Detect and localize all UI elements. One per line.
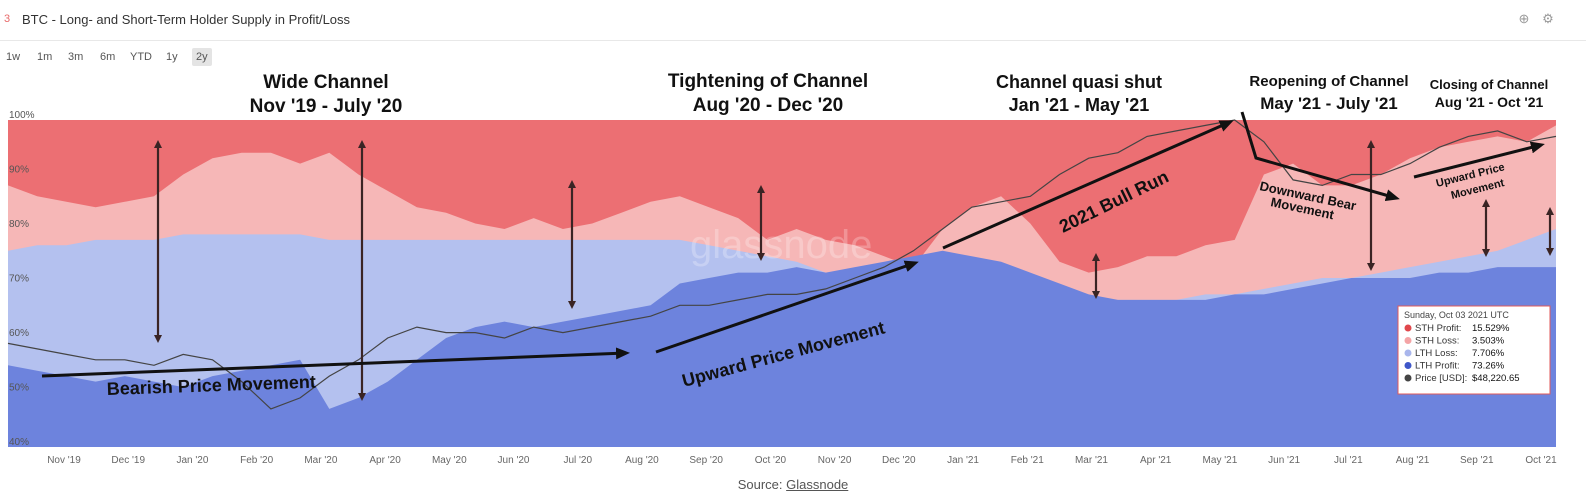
heading-reopening: Reopening of Channel bbox=[1249, 73, 1408, 90]
y-tick-label: 100% bbox=[9, 110, 35, 121]
heading-tightening: Tightening of Channel bbox=[668, 71, 868, 92]
tooltip-legend-dot bbox=[1404, 349, 1412, 357]
range-3m[interactable]: 3m bbox=[68, 51, 84, 63]
range-6m[interactable]: 6m bbox=[100, 51, 116, 63]
tooltip-row-value: 15.529% bbox=[1472, 323, 1510, 334]
x-tick-label: Dec '19 bbox=[111, 455, 145, 466]
x-tick-label: May '21 bbox=[1203, 455, 1238, 466]
settings-icon[interactable]: ⚙ bbox=[1542, 11, 1554, 26]
tooltip-row-label: LTH Loss: bbox=[1415, 348, 1458, 359]
x-axis-band bbox=[8, 447, 1556, 469]
range-2y[interactable]: 2y bbox=[192, 48, 212, 66]
x-axis: Nov '19 Dec '19 Jan '20 Feb '20 Mar '20 Apr '… bbox=[8, 447, 1557, 469]
trend-arrow-bull-run bbox=[942, 120, 1234, 250]
range-1m[interactable]: 1m bbox=[37, 51, 53, 63]
tooltip-date: Sunday, Oct 03 2021 UTC bbox=[1404, 310, 1509, 320]
x-tick-label: Apr '20 bbox=[369, 455, 401, 466]
area-layers bbox=[7, 119, 1557, 448]
x-tick-label: Feb '20 bbox=[240, 455, 273, 466]
x-tick-label: Apr '21 bbox=[1140, 455, 1172, 466]
tooltip-row-value: 7.706% bbox=[1472, 348, 1505, 359]
y-tick-label: 60% bbox=[9, 328, 29, 339]
source-caption: Source: Glassnode bbox=[0, 477, 1586, 492]
x-tick-label: Oct '21 bbox=[1525, 455, 1557, 466]
tooltip-row-value: $48,220.65 bbox=[1472, 373, 1520, 384]
tooltip-legend-dot bbox=[1404, 324, 1412, 332]
tooltip-legend-dot bbox=[1404, 362, 1412, 369]
y-tick-label: 40% bbox=[9, 437, 29, 448]
x-tick-label: Sep '20 bbox=[689, 455, 723, 466]
heading-wide-channel-dates: Nov '19 - July '20 bbox=[250, 96, 403, 117]
x-tick-label: Mar '21 bbox=[1075, 455, 1108, 466]
x-tick-label: Oct '20 bbox=[755, 455, 787, 466]
x-tick-label: Jul '21 bbox=[1334, 455, 1363, 466]
tooltip-box bbox=[1397, 305, 1551, 395]
tooltip-row-label: STH Loss: bbox=[1415, 336, 1459, 347]
trend-arrow-bearish bbox=[41, 347, 630, 378]
x-tick-label: Dec '20 bbox=[882, 455, 916, 466]
y-tick-label: 90% bbox=[9, 165, 29, 176]
tooltip-legend-dot bbox=[1404, 337, 1412, 344]
y-tick-label: 50% bbox=[9, 383, 29, 394]
metric-icon: 3 bbox=[4, 13, 11, 25]
heading-closing: Closing of Channel bbox=[1430, 77, 1548, 92]
trend-arrow-bear bbox=[1240, 111, 1400, 202]
x-tick-label: Jun '20 bbox=[498, 455, 530, 466]
range-1y[interactable]: 1y bbox=[166, 51, 178, 63]
area-lth-profit bbox=[8, 250, 1556, 447]
x-tick-label: Jan '21 bbox=[947, 455, 979, 466]
tooltip-legend-dot bbox=[1404, 374, 1412, 382]
heading-reopening-dates: May '21 - July '21 bbox=[1260, 94, 1398, 113]
source-link[interactable]: Glassnode bbox=[786, 477, 849, 492]
y-tick-label: 80% bbox=[9, 219, 29, 230]
x-tick-label: Feb '21 bbox=[1011, 455, 1044, 466]
watermark: glassnode bbox=[690, 223, 872, 267]
tooltip-row-label: LTH Profit: bbox=[1415, 361, 1460, 372]
range-ytd[interactable]: YTD bbox=[130, 51, 152, 63]
x-tick-label: Nov '19 bbox=[47, 455, 81, 466]
trend-arrow-upward bbox=[655, 260, 919, 354]
source-label: Source: bbox=[737, 477, 783, 492]
tooltip: Sunday, Oct 03 2021 UTC STH Profit: 15.52… bbox=[1397, 305, 1551, 395]
trend-arrow-upward-2 bbox=[1413, 141, 1545, 179]
tooltip-row-label: STH Profit: bbox=[1415, 323, 1461, 334]
price-line bbox=[7, 119, 1557, 410]
x-tick-label: Jan '20 bbox=[176, 455, 208, 466]
x-tick-label: Aug '21 bbox=[1396, 455, 1430, 466]
y-tick-label: 70% bbox=[9, 274, 29, 285]
x-tick-label: Sep '21 bbox=[1460, 455, 1494, 466]
x-tick-label: Nov '20 bbox=[818, 455, 852, 466]
heading-tightening-dates: Aug '20 - Dec '20 bbox=[693, 95, 844, 116]
tooltip-row-label: Price [USD]: bbox=[1415, 373, 1467, 384]
x-tick-label: Aug '20 bbox=[625, 455, 659, 466]
range-1w[interactable]: 1w bbox=[6, 51, 21, 63]
x-tick-label: May '20 bbox=[432, 455, 467, 466]
period-headings: Wide Channel Nov '19 - July '20 Tighteni… bbox=[250, 71, 1549, 117]
x-tick-label: Jun '21 bbox=[1268, 455, 1300, 466]
tooltip-row-value: 73.26% bbox=[1472, 361, 1505, 372]
channel-width-arrows bbox=[154, 140, 1554, 401]
heading-closing-dates: Aug '21 - Oct '21 bbox=[1435, 94, 1544, 110]
trend-arrows bbox=[41, 111, 1545, 378]
heading-quasi-shut: Channel quasi shut bbox=[996, 72, 1162, 92]
x-tick-label: Jul '20 bbox=[563, 455, 592, 466]
x-tick-label: Mar '20 bbox=[304, 455, 337, 466]
heading-wide-channel: Wide Channel bbox=[263, 72, 388, 93]
y-axis: 100% 90% 80% 70% 60% 50% 40% bbox=[9, 110, 35, 448]
heading-quasi-shut-dates: Jan '21 - May '21 bbox=[1009, 95, 1150, 115]
tooltip-row-value: 3.503% bbox=[1472, 336, 1505, 347]
chart-title: BTC - Long- and Short-Term Holder Supply… bbox=[22, 12, 351, 27]
zoom-icon[interactable]: ⊕ bbox=[1518, 11, 1530, 26]
chart-header: 3 BTC - Long- and Short-Term Holder Supp… bbox=[0, 0, 1586, 41]
